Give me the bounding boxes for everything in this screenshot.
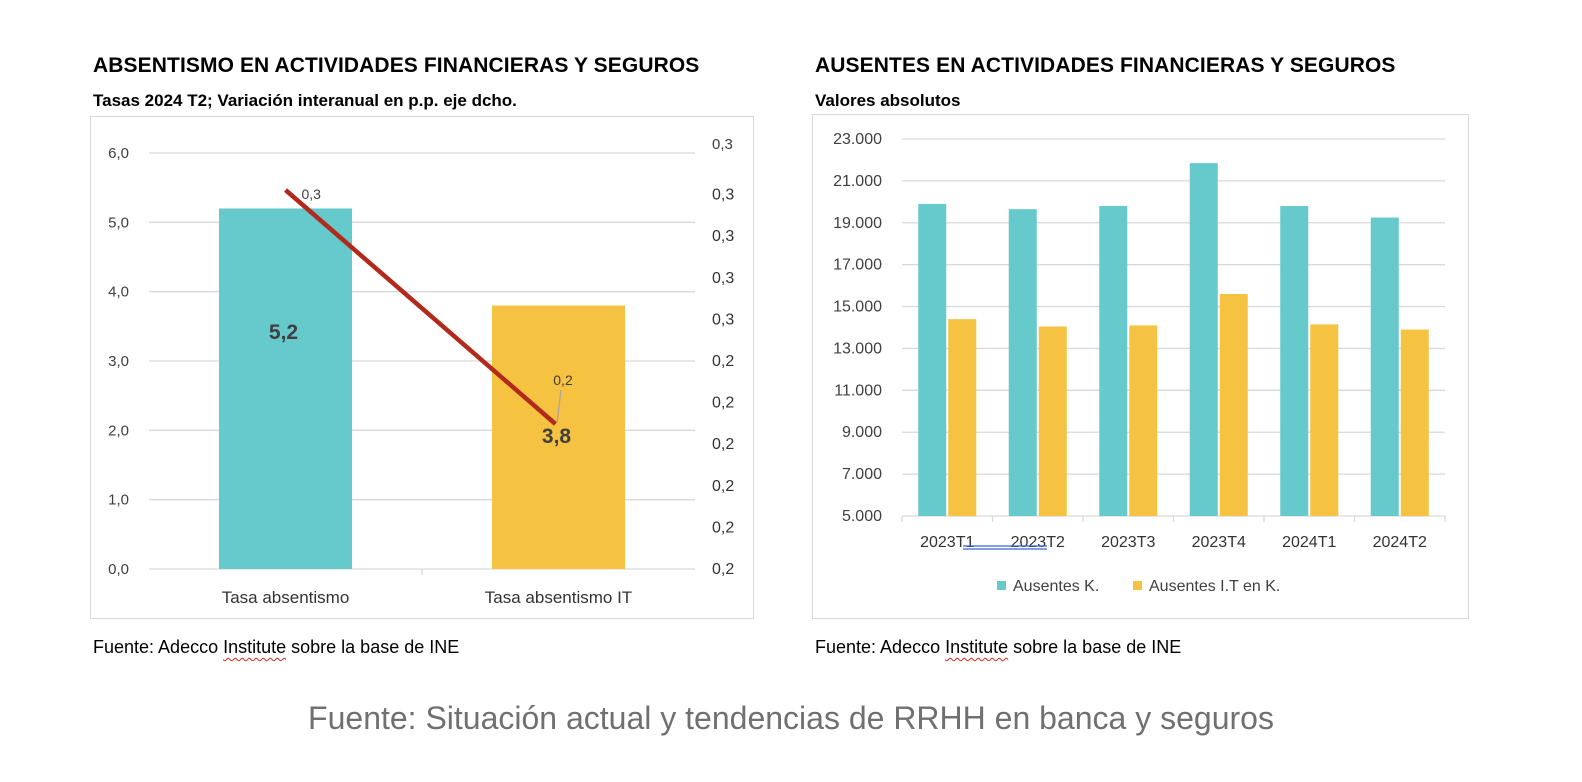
left-y2-tick-label: 0,3 [712, 187, 734, 204]
left-y-tick-label: 5,0 [108, 214, 129, 231]
left-source-prefix: Fuente: Adecco [93, 637, 224, 657]
left-bar [219, 208, 352, 569]
right-source-flagged-word: Institute [945, 637, 1009, 657]
left-bar [492, 305, 625, 569]
left-y2-tick-label: 0,2 [712, 353, 734, 370]
left-bar-data-label: 3,8 [542, 425, 572, 448]
left-y2-tick-label: 0,2 [712, 519, 734, 536]
right-y-tick-label: 11.000 [834, 382, 882, 399]
right-legend-swatch [1133, 581, 1142, 590]
right-y-tick-label: 5.000 [842, 508, 882, 525]
left-y-tick-label: 0,0 [108, 561, 129, 578]
right-bar [1219, 293, 1248, 516]
right-bar [1370, 217, 1399, 516]
right-y-tick-label: 21.000 [833, 173, 882, 190]
right-source-note: Fuente: Adecco Institute sobre la base d… [815, 637, 1181, 658]
right-y-tick-label: 9.000 [842, 424, 882, 441]
left-line-data-label: 0,2 [553, 372, 573, 388]
left-chart-area: 0,0 1,0 2,0 3,0 4,0 5,0 6,0 0,2 0,2 0,2 0,2 0,2 0,2 0… [90, 116, 754, 619]
left-source-note: Fuente: Adecco Institute sobre la base d… [93, 637, 459, 658]
left-x-category-label: Tasa absentismo IT [485, 588, 632, 607]
left-y-tick-label: 3,0 [108, 353, 129, 370]
right-bar [1310, 324, 1339, 516]
right-y-tick-label: 19.000 [833, 215, 882, 232]
right-chart-svg: 5.000 7.000 9.000 11.000 13.000 15.000 17.000 1… [833, 131, 1446, 595]
right-y-tick-label: 23.000 [833, 131, 882, 148]
left-y2-tick-label: 0,2 [712, 436, 734, 453]
right-y-tick-label: 17.000 [833, 257, 882, 274]
right-bar [1099, 206, 1128, 516]
right-legend-label: Ausentes I.T en K. [1149, 578, 1280, 595]
left-y2-tick-label: 0,2 [712, 561, 734, 578]
right-y-tick-label: 7.000 [842, 466, 882, 483]
left-line-label-leader [556, 389, 562, 424]
right-x-category-label: 2023T2 [1011, 534, 1065, 551]
right-x-category-label: 2023T3 [1101, 534, 1155, 551]
left-source-flagged-word: Institute [223, 637, 287, 657]
right-legend-label: Ausentes K. [1013, 578, 1099, 595]
left-y2-tick-label: 0,2 [712, 478, 734, 495]
left-line-series [284, 188, 557, 426]
left-y-tick-label: 6,0 [108, 145, 129, 162]
right-bar [1008, 209, 1037, 516]
right-bar [918, 203, 947, 516]
left-bar-data-label: 5,2 [269, 321, 298, 344]
right-bar [1038, 326, 1067, 516]
left-y2-tick-label: 0,3 [712, 228, 734, 245]
left-chart-subtitle: Tasas 2024 T2; Variación interanual en p… [93, 91, 517, 110]
left-y-tick-label: 2,0 [108, 422, 129, 439]
right-x-category-label: 2023T4 [1192, 534, 1246, 551]
right-x-category-label: 2024T2 [1373, 534, 1427, 551]
left-y-tick-label: 1,0 [108, 492, 129, 509]
left-y2-tick-label: 0,3 [712, 270, 734, 287]
left-chart-svg: 0,0 1,0 2,0 3,0 4,0 5,0 6,0 0,2 0,2 0,2 0,2 0,2 0,2 0… [108, 136, 734, 607]
right-y-tick-label: 15.000 [833, 299, 882, 316]
right-bar [948, 319, 977, 516]
right-source-suffix: sobre la base de INE [1008, 637, 1182, 657]
right-chart-area: 5.000 7.000 9.000 11.000 13.000 15.000 17.000 1… [812, 114, 1469, 619]
right-bar [1129, 325, 1158, 516]
right-x-category-label: 2023T1 [920, 534, 974, 551]
left-y-tick-label: 4,0 [108, 284, 129, 301]
right-source-prefix: Fuente: Adecco [815, 637, 946, 657]
left-x-category-label: Tasa absentismo [222, 588, 350, 607]
page-footer-source: Fuente: Situación actual y tendencias de… [308, 700, 1274, 736]
left-y2-tick-label: 0,3 [712, 136, 733, 153]
right-bar [1280, 206, 1309, 516]
left-line-data-label: 0,3 [302, 186, 322, 202]
left-chart-title: ABSENTISMO EN ACTIVIDADES FINANCIERAS Y … [93, 54, 700, 77]
right-chart-title: AUSENTES EN ACTIVIDADES FINANCIERAS Y SE… [815, 54, 1396, 77]
right-x-category-label: 2024T1 [1282, 534, 1336, 551]
right-bar [1189, 163, 1218, 516]
right-y-tick-label: 13.000 [833, 340, 882, 357]
right-bar [1400, 329, 1429, 516]
right-chart-subtitle: Valores absolutos [815, 91, 961, 110]
left-source-suffix: sobre la base de INE [286, 637, 460, 657]
left-y2-tick-label: 0,2 [712, 395, 734, 412]
right-legend-swatch [997, 581, 1006, 590]
left-y2-tick-label: 0,3 [712, 311, 734, 328]
